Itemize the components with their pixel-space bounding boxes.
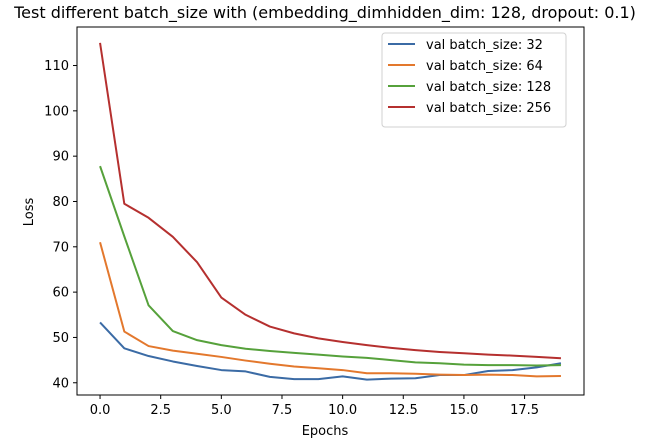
y-tick-label: 40 [52,376,69,391]
series-line-0 [99,321,562,381]
x-tick-label: 7.5 [272,403,293,418]
y-tick-label: 110 [44,59,69,74]
x-tick-label: 0.0 [90,403,111,418]
legend: val batch_size: 32 val batch_size: 64 val … [381,32,567,128]
legend-box [381,32,567,128]
y-tick-label: 60 [52,286,69,301]
series-line-1 [99,242,561,378]
legend-label-0: val batch_size: 32 [426,38,543,53]
x-tick-label: 15.0 [449,403,478,418]
y-axis-label: Loss [22,198,37,227]
x-tick-label: 12.5 [389,403,418,418]
y-tick-label: 70 [52,240,69,255]
plot-frame [76,26,585,396]
legend-label-3: val batch_size: 256 [426,101,551,116]
x-tick-label: 17.5 [510,403,539,418]
y-tick-label: 90 [52,150,69,165]
y-tick-label: 100 [44,104,69,119]
plot-area: 0.0 2.5 5.0 7.5 10.0 12.5 15.0 17.5 40 50 60 70 80 90… [44,26,585,418]
series-line-2 [99,165,561,367]
x-tick-label: 5.0 [211,403,232,418]
x-tick-label: 10.0 [328,403,357,418]
chart-title: Test different batch_size with (embeddin… [13,3,636,23]
x-axis-label: Epochs [302,424,349,438]
series-line-3 [99,42,562,360]
legend-label-2: val batch_size: 128 [426,80,551,95]
x-tick-label: 2.5 [150,403,171,418]
legend-label-1: val batch_size: 64 [426,59,543,74]
y-tick-label: 80 [52,195,69,210]
y-tick-label: 50 [52,331,69,346]
